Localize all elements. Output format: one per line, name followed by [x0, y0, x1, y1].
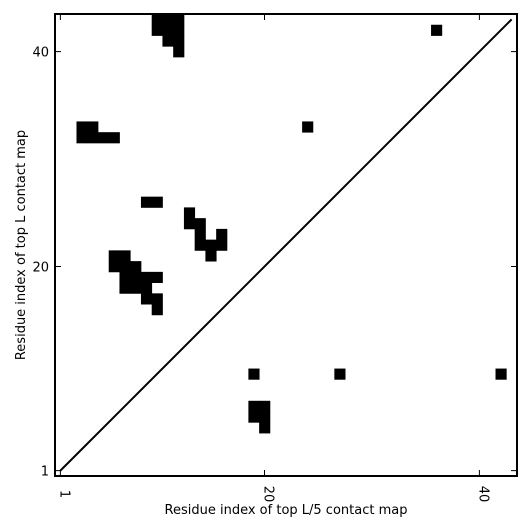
contact-cell-top-l [173, 14, 185, 26]
contact-cell-top-l [173, 46, 185, 58]
contact-cell-top-l5 [259, 400, 271, 412]
contact-cell-top-l [108, 250, 120, 262]
contact-cell-top-l [216, 239, 228, 251]
contact-cell-top-l [173, 24, 185, 36]
contact-cell-top-l [151, 24, 163, 36]
contact-cell-top-l [162, 14, 174, 26]
y-tick-label: 1 [41, 465, 49, 480]
contact-cell-top-l [183, 207, 196, 219]
contact-cell-top-l [130, 261, 142, 273]
contact-cell-top-l5 [495, 368, 507, 380]
contact-cell-top-l [119, 282, 131, 294]
x-tick-label: 1 [56, 490, 71, 498]
contact-cell-top-l [130, 282, 142, 294]
plot-frame [54, 13, 518, 477]
contact-cell-top-l5 [334, 368, 346, 380]
contact-cell-top-l [140, 196, 153, 208]
y-tick-label: 20 [32, 260, 49, 275]
contact-cell-top-l [108, 132, 120, 144]
contact-cell-top-l [151, 196, 163, 208]
contact-cell-top-l5 [248, 400, 260, 412]
contact-cell-top-l [130, 271, 142, 284]
contact-cell-top-l [162, 35, 174, 47]
contact-cell-top-l5 [259, 411, 271, 423]
x-axis-label: Residue index of top L/5 contact map [165, 503, 408, 518]
contact-cell-top-l [194, 239, 206, 251]
diagonal-line [59, 18, 513, 472]
contact-cell-top-l [76, 132, 88, 144]
x-tick-label: 40 [475, 486, 490, 503]
contact-cell-top-l [140, 282, 153, 294]
contact-cell-top-l [183, 218, 196, 230]
contact-cell-top-l [151, 271, 163, 284]
contact-cell-top-l5 [248, 368, 260, 380]
contact-cell-top-l [140, 293, 153, 305]
contact-cell-top-l [194, 228, 206, 241]
contact-cell-top-l [87, 121, 99, 133]
contact-marks [76, 14, 507, 434]
contact-cell-top-l5 [431, 24, 443, 36]
contact-cell-top-l [119, 261, 131, 273]
contact-cell-top-l [194, 218, 206, 230]
contact-cell-top-l [151, 14, 163, 26]
y-axis-label: Residue index of top L contact map [14, 130, 29, 360]
contact-cell-top-l5 [302, 121, 314, 133]
contact-cell-top-l [119, 271, 131, 284]
contact-cell-top-l [140, 271, 153, 284]
x-tick-label: 20 [261, 486, 276, 503]
contact-cell-top-l5 [248, 411, 260, 423]
contact-cell-top-l [151, 304, 163, 316]
contact-cell-top-l5 [259, 422, 271, 434]
contact-cell-top-l [205, 239, 217, 251]
contact-cell-top-l [76, 121, 88, 133]
contact-cell-top-l [87, 132, 99, 144]
contact-cell-top-l [108, 261, 120, 273]
contact-cell-top-l [119, 250, 131, 262]
contact-cell-top-l [97, 132, 110, 144]
contact-cell-top-l [216, 228, 228, 241]
contact-cell-top-l [151, 293, 163, 305]
contact-cell-top-l [162, 24, 174, 36]
contact-cell-top-l [173, 35, 185, 47]
y-tick-label: 40 [32, 46, 49, 61]
axis-ticks: 1 20 40 1 20 40 [32, 14, 517, 502]
contact-cell-top-l [205, 250, 217, 262]
